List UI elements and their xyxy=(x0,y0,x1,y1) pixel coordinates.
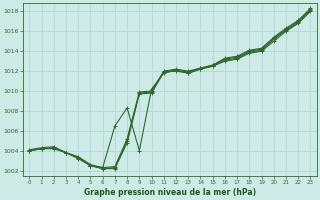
X-axis label: Graphe pression niveau de la mer (hPa): Graphe pression niveau de la mer (hPa) xyxy=(84,188,256,197)
